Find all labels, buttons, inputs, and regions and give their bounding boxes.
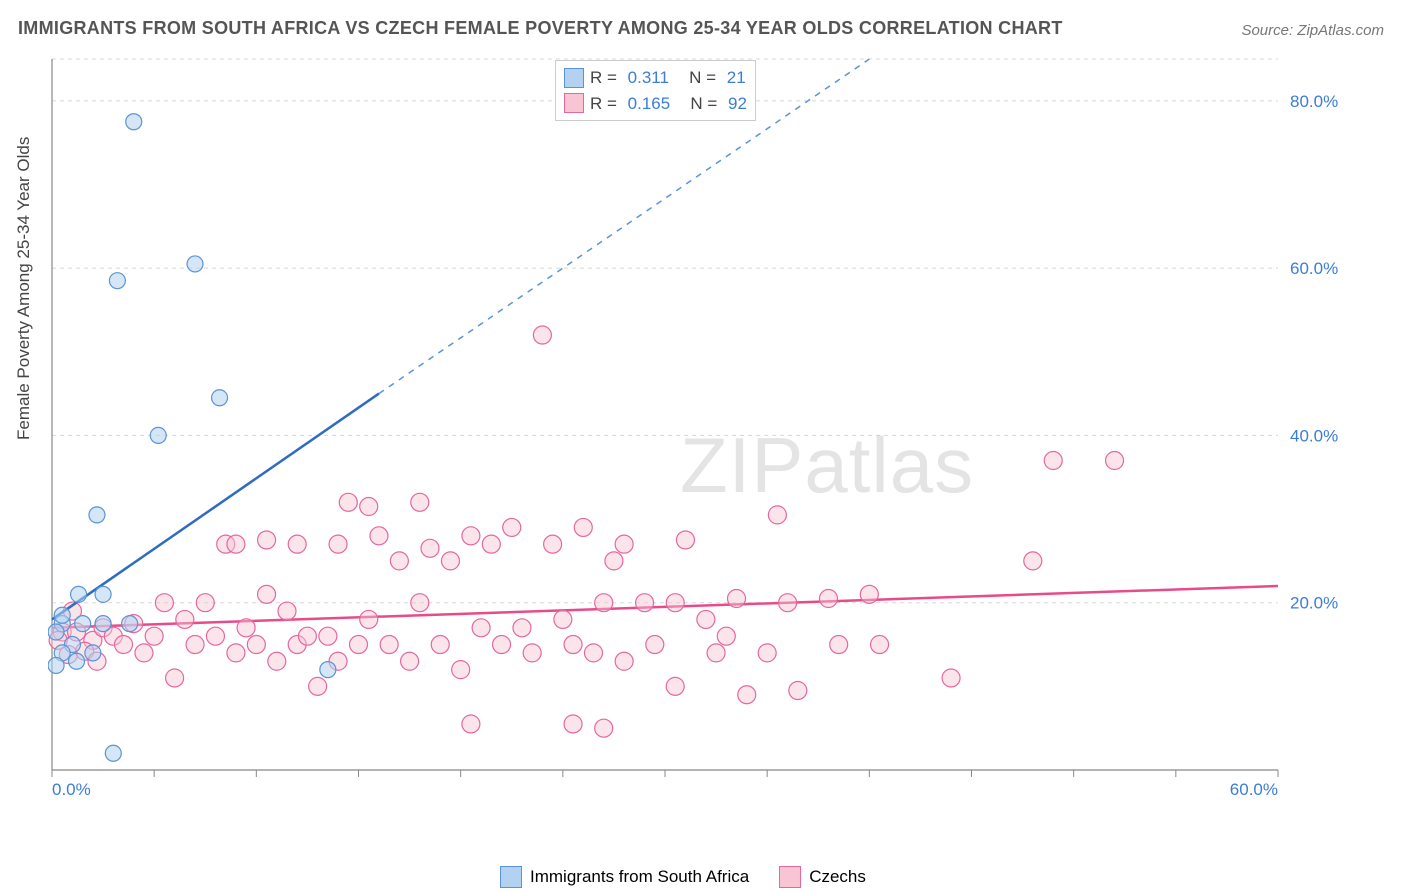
r-label: R = (590, 91, 622, 117)
svg-text:0.0%: 0.0% (52, 780, 91, 799)
legend-label: Czechs (809, 867, 866, 887)
series-legend: Immigrants from South Africa Czechs (500, 866, 866, 888)
svg-text:80.0%: 80.0% (1290, 92, 1338, 111)
stats-row-pink: R = 0.165 N = 92 (564, 91, 747, 117)
legend-item-blue: Immigrants from South Africa (500, 866, 749, 888)
n-value: 21 (727, 65, 746, 91)
source-attribution: Source: ZipAtlas.com (1241, 22, 1384, 39)
svg-text:60.0%: 60.0% (1290, 259, 1338, 278)
swatch-icon (779, 866, 801, 888)
stats-legend: R = 0.311 N = 21 R = 0.165 N = 92 (555, 60, 756, 121)
r-label: R = (590, 65, 622, 91)
swatch-icon (564, 93, 584, 113)
stats-row-blue: R = 0.311 N = 21 (564, 65, 747, 91)
y-axis-label: Female Poverty Among 25-34 Year Olds (14, 137, 34, 440)
r-value: 0.165 (628, 91, 671, 117)
legend-item-pink: Czechs (779, 866, 866, 888)
scatter-chart: 20.0% 40.0% 60.0% 80.0% 0.0% 60.0% (48, 55, 1348, 810)
legend-label: Immigrants from South Africa (530, 867, 749, 887)
svg-text:20.0%: 20.0% (1290, 594, 1338, 613)
r-value: 0.311 (628, 65, 669, 91)
n-label: N = (675, 65, 721, 91)
n-label: N = (676, 91, 722, 117)
svg-text:60.0%: 60.0% (1230, 780, 1278, 799)
chart-title: IMMIGRANTS FROM SOUTH AFRICA VS CZECH FE… (18, 18, 1063, 39)
swatch-icon (500, 866, 522, 888)
swatch-icon (564, 68, 584, 88)
n-value: 92 (728, 91, 747, 117)
svg-text:40.0%: 40.0% (1290, 426, 1338, 445)
